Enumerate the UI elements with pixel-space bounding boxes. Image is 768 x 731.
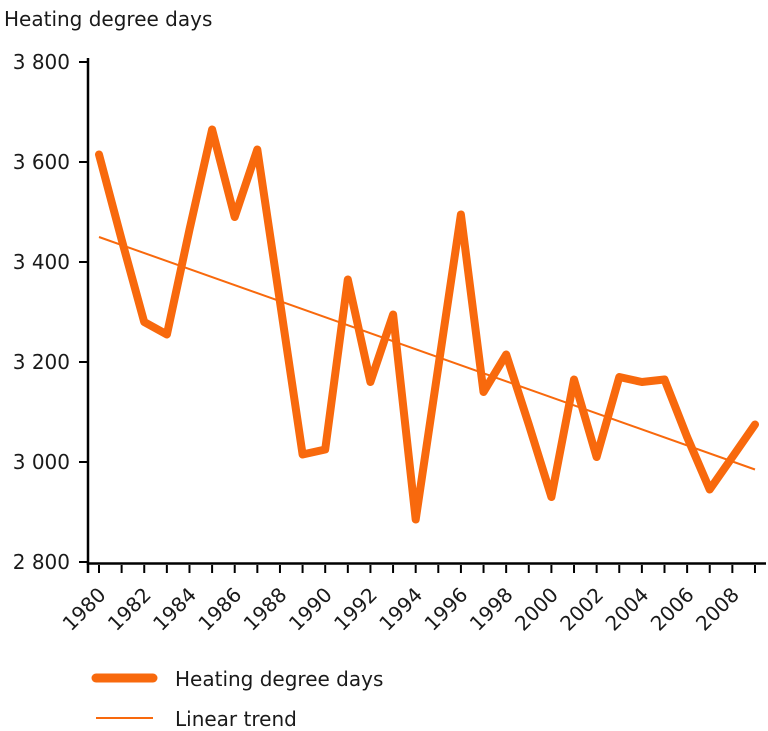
legend: Heating degree days Linear trend xyxy=(91,667,383,731)
y-tick-label: 3 600 xyxy=(13,150,70,174)
x-tick-label: 2006 xyxy=(646,583,699,636)
y-tick-label: 3 200 xyxy=(13,350,70,374)
axes xyxy=(86,58,766,573)
x-tick-label: 1994 xyxy=(374,583,427,636)
x-tick-label: 1980 xyxy=(58,583,111,636)
x-tick-label: 2008 xyxy=(691,583,744,636)
y-axis-ticks: 2 800 3 000 3 200 3 400 3 600 3 800 xyxy=(13,50,88,574)
x-tick-label: 1996 xyxy=(419,583,472,636)
legend-label-trend: Linear trend xyxy=(175,707,297,731)
x-tick-label: 1988 xyxy=(239,583,292,636)
x-tick-label: 2002 xyxy=(555,583,608,636)
x-tick-label: 2000 xyxy=(510,583,563,636)
x-tick-label: 2004 xyxy=(600,583,653,636)
chart-title: Heating degree days xyxy=(4,7,212,31)
y-tick-label: 3 400 xyxy=(13,250,70,274)
x-tick-label: 1990 xyxy=(284,583,337,636)
linear-trend-line xyxy=(98,236,756,471)
y-tick-label: 2 800 xyxy=(13,550,70,574)
x-tick-label: 1986 xyxy=(193,583,246,636)
y-tick-label: 3 000 xyxy=(13,450,70,474)
x-tick-label: 1982 xyxy=(103,583,156,636)
x-axis-ticks: 1980198219841986198819901992199419961998… xyxy=(58,565,756,636)
x-tick-label: 1998 xyxy=(465,583,518,636)
x-tick-label: 1984 xyxy=(148,583,201,636)
heating-degree-days-line xyxy=(95,125,759,524)
y-tick-label: 3 800 xyxy=(13,50,70,74)
x-tick-label: 1992 xyxy=(329,583,382,636)
legend-label-heating: Heating degree days xyxy=(175,667,383,691)
